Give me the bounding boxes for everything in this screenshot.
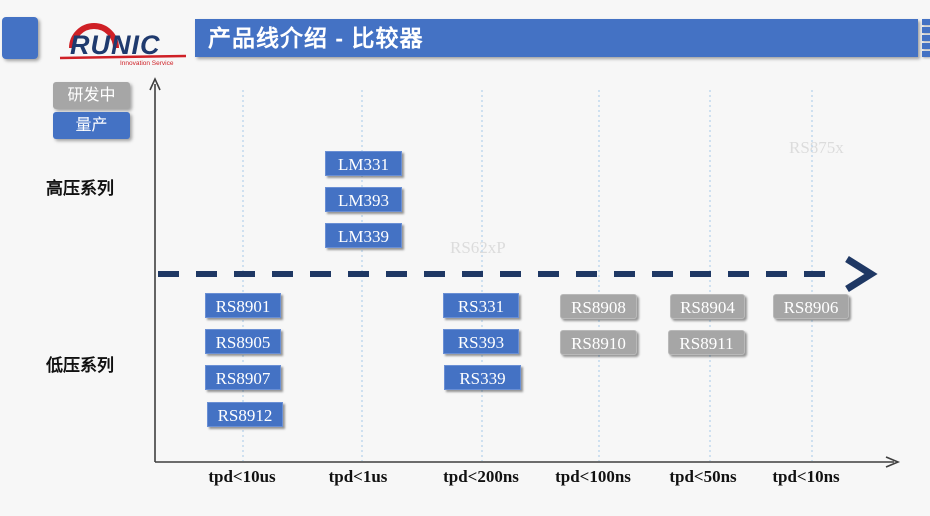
chip-RS8901: RS8901 [205, 293, 281, 318]
watermark-top-right: RS875x [789, 138, 844, 157]
x-tick-tpd10ns: tpd<10ns [772, 467, 840, 486]
chip-LM339: LM339 [325, 223, 402, 248]
x-tick-tpd200ns: tpd<200ns [443, 467, 519, 486]
runic-logo: RUNIC Innovation Service [59, 23, 187, 66]
page-title: 产品线介绍 - 比较器 [195, 19, 918, 57]
edge-bar [922, 43, 930, 49]
x-axis-arrowhead-icon [885, 456, 901, 468]
chip-RS393: RS393 [443, 329, 519, 354]
chip-LM331: LM331 [325, 151, 402, 176]
corner-accent-block [2, 17, 38, 59]
chip-RS8905: RS8905 [205, 329, 281, 354]
logo-underline [59, 54, 187, 60]
chip-RS8907: RS8907 [205, 365, 281, 390]
chip-LM393: LM393 [325, 187, 402, 212]
chip-RS339: RS339 [444, 365, 521, 390]
chip-RS8906: RS8906 [773, 294, 849, 319]
legend-in-development: 研发中 [53, 82, 130, 109]
x-tick-tpd1us: tpd<1us [328, 467, 388, 486]
chip-RS8904: RS8904 [670, 294, 745, 319]
x-tick-tpd10us: tpd<10us [208, 467, 276, 486]
chip-RS8911: RS8911 [668, 330, 745, 355]
edge-bar [922, 27, 930, 33]
edge-bar [922, 35, 930, 41]
y-region-high-voltage: 高压系列 [46, 179, 114, 198]
edge-bar [922, 19, 930, 25]
chip-RS331: RS331 [443, 293, 519, 318]
chip-RS8910: RS8910 [560, 330, 637, 355]
logo-brand-text: RUNIC [70, 30, 161, 60]
y-axis-arrowhead-icon [149, 77, 161, 91]
x-tick-tpd50ns: tpd<50ns [669, 467, 737, 486]
chip-RS8908: RS8908 [560, 294, 637, 319]
edge-bar [922, 51, 930, 57]
timeline-arrowhead-icon [845, 256, 878, 292]
watermark-mid: RS62xP [450, 238, 506, 257]
y-region-low-voltage: 低压系列 [46, 356, 114, 375]
chip-RS8912: RS8912 [207, 402, 283, 427]
logo-tagline: Innovation Service [120, 60, 174, 66]
logo-arc-icon [69, 23, 119, 49]
x-tick-tpd100ns: tpd<100ns [555, 467, 631, 486]
edge-decoration-bars [922, 19, 930, 59]
legend-mass-production: 量产 [53, 112, 130, 139]
